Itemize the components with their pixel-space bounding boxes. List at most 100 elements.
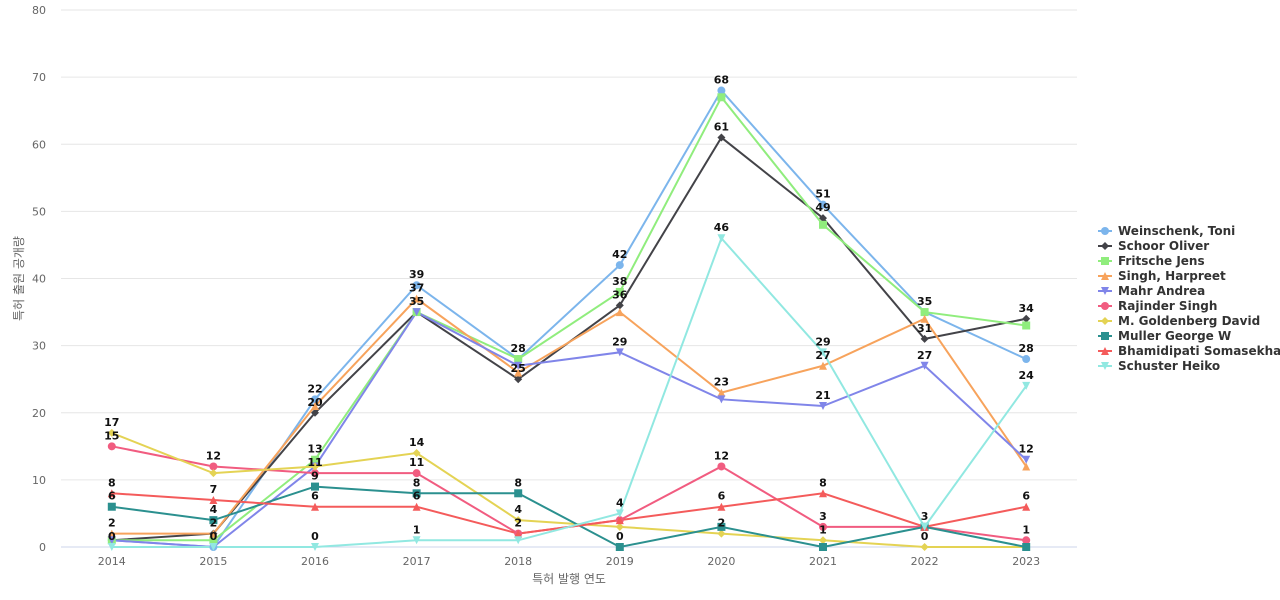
data-point-fritsche-jens (615, 287, 624, 296)
legend-label: Weinschenk, Toni (1118, 224, 1235, 238)
data-label: 23 (714, 376, 729, 389)
data-point-muller-george-w (819, 543, 827, 551)
x-tick-label: 2020 (707, 555, 735, 568)
data-point-mahr-andrea (615, 348, 624, 357)
data-point-m-goldenberg-david (514, 516, 523, 525)
series-line-singh-harpreet (111, 297, 1028, 535)
legend-item-rajinder-singh[interactable]: Rajinder Singh (1098, 299, 1217, 313)
data-label: 0 (921, 530, 929, 543)
data-point-singh-harpreet (412, 294, 421, 303)
data-label: 7 (210, 483, 218, 496)
data-point-bhamidipati-somasekhar (311, 502, 319, 511)
x-tick-label: 2015 (199, 555, 227, 568)
data-point-singh-harpreet (311, 402, 319, 411)
legend-item-fritsche-jens[interactable]: Fritsche Jens (1098, 254, 1205, 268)
legend-marker (1101, 272, 1109, 280)
data-point-schuster-heiko (209, 543, 218, 551)
data-point-singh-harpreet (1022, 462, 1031, 471)
data-point-m-goldenberg-david (615, 522, 624, 531)
series-line-m-goldenberg-david (111, 431, 1027, 548)
data-label: 0 (616, 530, 624, 543)
data-label: 4 (514, 503, 522, 516)
data-point-schuster-heiko (920, 522, 929, 531)
data-point-singh-harpreet (819, 361, 827, 370)
data-point-schuster-heiko (615, 509, 624, 518)
data-point-bhamidipati-somasekhar (209, 496, 218, 505)
data-point-bhamidipati-somasekhar (717, 502, 726, 511)
data-label: 8 (514, 476, 522, 489)
y-tick-label: 70 (32, 71, 46, 84)
data-label: 42 (612, 248, 627, 261)
x-tick-label: 2019 (606, 555, 634, 568)
legend-item-muller-george-w[interactable]: Muller George W (1098, 329, 1231, 343)
data-label: 35 (409, 295, 424, 308)
data-label: 8 (819, 476, 827, 489)
data-label: 46 (714, 221, 730, 234)
data-point-fritsche-jens (717, 93, 726, 102)
data-point-weinschenk-toni (311, 395, 319, 404)
data-label: 6 (108, 490, 116, 503)
data-labels: 1715862012742022201311960393735141186128… (104, 74, 1034, 543)
data-label: 28 (1019, 342, 1034, 355)
y-tick-label: 0 (39, 541, 46, 554)
data-point-muller-george-w (1022, 543, 1031, 551)
data-label: 2 (210, 517, 218, 530)
data-label: 8 (413, 476, 421, 489)
data-point-mahr-andrea (819, 402, 827, 411)
x-axis-title: 특허 발행 연도 (532, 571, 606, 586)
data-label: 12 (714, 449, 729, 462)
data-label: 4 (210, 503, 218, 516)
data-point-mahr-andrea (717, 395, 726, 404)
data-point-m-goldenberg-david (209, 469, 218, 478)
legend-label: Singh, Harpreet (1118, 269, 1226, 283)
data-label: 0 (108, 530, 116, 543)
data-point-schoor-oliver (819, 214, 827, 223)
data-label: 13 (307, 443, 322, 456)
series-line-schuster-heiko (111, 236, 1028, 548)
data-label: 39 (409, 268, 424, 281)
data-point-schoor-oliver (1022, 314, 1031, 323)
data-label: 11 (307, 456, 322, 469)
data-point-schoor-oliver (311, 408, 319, 417)
legend-item-m-goldenberg-david[interactable]: M. Goldenberg David (1098, 314, 1260, 328)
legend-item-weinschenk-toni[interactable]: Weinschenk, Toni (1098, 224, 1235, 238)
data-point-schuster-heiko (819, 348, 827, 357)
legend-label: Mahr Andrea (1118, 284, 1205, 298)
data-label: 51 (815, 188, 830, 201)
series-markers (107, 86, 1031, 551)
data-point-bhamidipati-somasekhar (819, 489, 827, 498)
y-tick-label: 40 (32, 273, 46, 286)
legend-marker (1101, 362, 1109, 370)
y-tick-label: 30 (32, 340, 46, 353)
data-label: 37 (409, 282, 424, 295)
data-point-bhamidipati-somasekhar (615, 516, 624, 525)
legend-item-singh-harpreet[interactable]: Singh, Harpreet (1098, 269, 1226, 283)
data-point-muller-george-w (514, 489, 523, 498)
data-point-schoor-oliver (920, 334, 929, 343)
data-point-muller-george-w (412, 489, 421, 498)
data-point-rajinder-singh (717, 462, 726, 471)
data-point-singh-harpreet (209, 529, 218, 538)
data-label: 34 (1019, 302, 1035, 315)
data-point-schoor-oliver (615, 301, 624, 310)
series-lines (111, 88, 1028, 549)
data-label: 3 (921, 510, 929, 523)
data-point-fritsche-jens (514, 355, 523, 364)
data-point-muller-george-w (615, 543, 624, 551)
x-tick-label: 2018 (504, 555, 532, 568)
legend-item-schoor-oliver[interactable]: Schoor Oliver (1098, 239, 1209, 253)
x-tick-label: 2022 (911, 555, 939, 568)
legend-item-bhamidipati-somasekhar[interactable]: Bhamidipati Somasekhar (1098, 344, 1280, 358)
legend-item-schuster-heiko[interactable]: Schuster Heiko (1098, 359, 1220, 373)
data-point-schoor-oliver (717, 133, 726, 142)
y-axis-title: 특허 출원 공개량 (12, 236, 26, 321)
legend-marker (1101, 242, 1109, 250)
data-point-mahr-andrea (412, 308, 421, 317)
y-tick-label: 60 (32, 138, 46, 151)
data-label: 21 (815, 389, 830, 402)
data-point-schuster-heiko (717, 234, 726, 243)
legend-item-mahr-andrea[interactable]: Mahr Andrea (1098, 284, 1205, 298)
data-point-mahr-andrea (107, 536, 116, 545)
data-label: 17 (104, 416, 119, 429)
data-point-rajinder-singh (311, 469, 319, 478)
